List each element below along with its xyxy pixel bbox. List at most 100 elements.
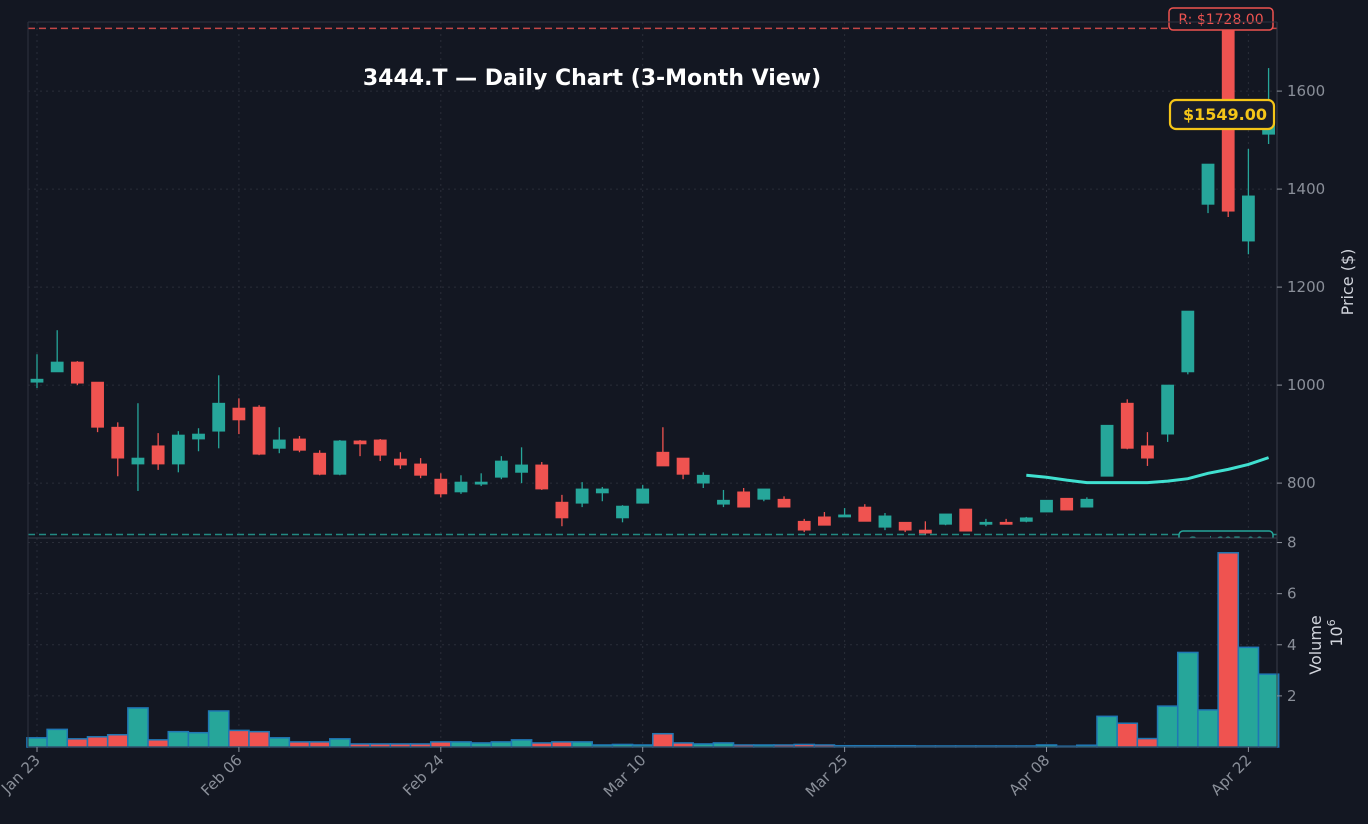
support-label: S: $695.00 (1188, 535, 1264, 551)
candle-up (30, 378, 44, 383)
volume-bar (429, 741, 452, 748)
candle-down (777, 498, 791, 508)
volume-bar (1176, 651, 1199, 748)
volume-bar (228, 729, 250, 748)
volume-bar (288, 741, 311, 748)
candle-up (1019, 517, 1033, 522)
candle-up (616, 505, 629, 519)
volume-unit-label: 106 (1325, 619, 1346, 646)
candle-up (696, 474, 710, 484)
candle-down (999, 521, 1013, 525)
candle-up (212, 402, 226, 432)
volume-bar (86, 736, 109, 748)
candle-down (656, 451, 670, 467)
candle-down (535, 464, 549, 490)
volume-bar (510, 739, 533, 748)
candle-down (70, 361, 84, 384)
candle-down (91, 381, 104, 428)
svg-text:106: 106 (1325, 619, 1346, 646)
volume-bar (712, 742, 735, 748)
y-axis-label: Price ($) (1338, 249, 1357, 316)
current-price-label: $1549.00 (1183, 105, 1267, 124)
volume-bar (46, 728, 69, 748)
candle-down (232, 407, 246, 421)
candle-up (939, 513, 952, 525)
candle-up (1100, 424, 1114, 477)
candle-down (252, 406, 266, 455)
candle-up (50, 361, 64, 373)
candle-up (192, 433, 205, 440)
volume-bar (248, 730, 270, 748)
volume-tick-label: 4 (1287, 636, 1297, 654)
candle-down (555, 501, 569, 519)
candle-down (1141, 445, 1154, 459)
grid (28, 22, 1277, 747)
candle-up (575, 488, 589, 504)
volume-bar (490, 741, 513, 748)
volume-bar (1257, 673, 1280, 748)
volume-tick-label: 6 (1287, 585, 1297, 603)
volume-bar (1136, 737, 1159, 748)
volume-bar (1096, 715, 1118, 748)
price-tick-label: 1000 (1287, 376, 1325, 394)
volume-bar (187, 731, 210, 748)
candle-up (838, 514, 851, 518)
candle-up (333, 440, 347, 475)
candle-up (171, 434, 185, 465)
volume-bar (1197, 709, 1219, 748)
candle-up (1040, 499, 1053, 513)
candle-up (595, 488, 609, 494)
candle-down (797, 520, 811, 531)
candle-down (373, 439, 387, 456)
candle-down (151, 445, 165, 465)
candle-up (717, 499, 730, 505)
candle-down (818, 516, 831, 526)
candle-down (737, 491, 751, 508)
candle-down (898, 521, 912, 531)
candle-up (1181, 310, 1195, 373)
volume-bar (308, 741, 331, 748)
x-tick-label: Feb 24 (399, 751, 447, 799)
moving-average-line (1026, 456, 1270, 485)
candle-down (111, 426, 125, 459)
volume-tick-label: 2 (1287, 687, 1297, 705)
candle-down (293, 438, 306, 451)
volume-bar (329, 738, 351, 748)
volume-bar (268, 737, 291, 748)
candle-down (434, 478, 448, 495)
volume-bar (66, 738, 89, 748)
candle-up (1161, 384, 1175, 435)
volume-bar (207, 710, 230, 748)
candle-up (515, 464, 528, 473)
volume-bar (530, 742, 553, 748)
volume-bar (1237, 646, 1260, 748)
volume-bar (26, 737, 48, 748)
candle-up (878, 515, 892, 528)
candle-up (494, 460, 508, 478)
overlay-lines: R: $1728.00 S: $695.00 $1549.00 (28, 7, 1277, 551)
volume-bar (127, 707, 149, 748)
volume-bar (571, 741, 593, 748)
support-label-box (1178, 530, 1274, 538)
volume-bar (106, 733, 129, 748)
volume-bar (450, 741, 472, 748)
candle-up (454, 481, 468, 493)
volume-bar (1217, 552, 1240, 748)
resistance-label-box (1168, 7, 1274, 31)
candle-up (474, 481, 488, 485)
candle-down (394, 458, 407, 466)
x-tick-label: Mar 25 (802, 751, 852, 801)
volume-bar (470, 742, 493, 748)
price-tick-label: 1200 (1287, 278, 1325, 296)
chart-title: 3444.T — Daily Chart (3-Month View) (363, 66, 821, 91)
candle-up (636, 488, 650, 504)
volume-bar (147, 739, 169, 748)
price-tick-label: 1400 (1287, 180, 1325, 198)
resistance-label: R: $1728.00 (1178, 12, 1263, 28)
x-tick-label: Feb 06 (197, 751, 245, 799)
volume-bar (672, 742, 694, 748)
candle-down (1120, 402, 1134, 449)
candle-down (858, 506, 872, 522)
candle-up (131, 457, 145, 465)
volume-bar (551, 741, 573, 748)
